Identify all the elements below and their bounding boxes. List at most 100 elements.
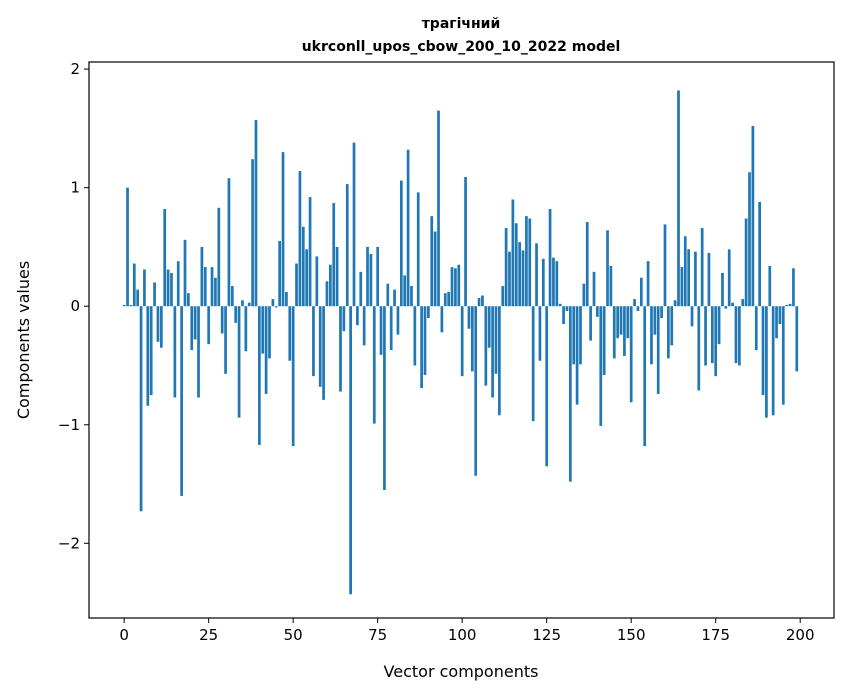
bar (697, 306, 701, 391)
bar (318, 306, 322, 387)
bar (349, 306, 352, 595)
bar (636, 306, 640, 311)
bar (285, 291, 288, 307)
bar (768, 265, 772, 307)
bar (163, 209, 167, 307)
bar (210, 267, 214, 307)
bar (420, 306, 423, 389)
bar (592, 271, 596, 307)
bar (511, 199, 515, 307)
y-tick-label: 2 (70, 60, 80, 78)
bar (721, 273, 724, 307)
bar (308, 197, 312, 307)
bar (724, 306, 728, 309)
bar (751, 126, 755, 307)
bar (508, 251, 511, 307)
bar (454, 268, 457, 307)
bar (775, 306, 778, 339)
bar (623, 306, 626, 357)
bar (707, 252, 711, 307)
bars (122, 90, 799, 595)
bar (643, 306, 647, 447)
bar (606, 230, 609, 307)
bar (494, 306, 498, 374)
bar (153, 282, 156, 307)
x-tick-label: 25 (199, 626, 218, 644)
bar (626, 306, 630, 339)
bar (176, 261, 180, 307)
bar (744, 218, 748, 307)
bar (535, 243, 538, 307)
bar (440, 306, 444, 333)
bar (748, 172, 751, 307)
bar (795, 306, 799, 372)
bar (433, 231, 437, 307)
bar (599, 306, 603, 426)
bar (731, 302, 734, 307)
bar (487, 306, 491, 348)
bar (727, 249, 731, 307)
bar (224, 306, 227, 374)
bar (761, 306, 765, 396)
bar (139, 306, 143, 512)
x-axis: 0 25 50 75 100 125 150 175 200 (119, 618, 815, 644)
bar (427, 306, 430, 319)
bar (362, 306, 366, 346)
y-tick-label: −1 (58, 416, 80, 434)
bar (423, 306, 427, 375)
bar (639, 277, 643, 307)
bar (477, 297, 481, 307)
bar (785, 305, 789, 307)
bar (754, 306, 758, 351)
bar (170, 273, 173, 307)
bar (312, 306, 315, 377)
bar (491, 306, 494, 398)
bar (778, 306, 782, 324)
bar (541, 258, 545, 307)
bar (552, 257, 555, 307)
bar (525, 216, 528, 307)
bar (680, 267, 684, 307)
bar (217, 207, 221, 307)
bar (413, 306, 417, 366)
bar (241, 300, 244, 307)
bar (481, 295, 484, 307)
bar (372, 306, 376, 424)
bar (315, 256, 319, 307)
bar (247, 302, 251, 307)
bar (230, 286, 234, 307)
bar (504, 227, 508, 307)
bar (335, 246, 339, 307)
bar (295, 263, 298, 307)
bar (447, 291, 451, 307)
bar (579, 306, 582, 365)
bar (345, 184, 349, 307)
bar (545, 306, 549, 467)
bar (227, 178, 231, 307)
bar (518, 242, 521, 307)
bar (589, 306, 592, 341)
bar (132, 263, 136, 307)
bar (298, 171, 302, 307)
bar (457, 264, 461, 307)
bar (633, 299, 636, 307)
bar (386, 283, 390, 307)
bar (366, 246, 369, 307)
bar (501, 286, 505, 307)
bar (416, 192, 420, 307)
bar (352, 142, 356, 307)
bar (410, 286, 413, 307)
bar (437, 110, 440, 307)
bar (565, 306, 569, 311)
bar (612, 306, 616, 359)
bar (180, 306, 183, 496)
bar (254, 120, 258, 307)
bar (694, 251, 697, 307)
bar (403, 275, 407, 307)
bar (677, 90, 680, 307)
bar (190, 306, 194, 351)
bar (268, 306, 271, 359)
bar (474, 306, 478, 476)
x-tick-label: 75 (368, 626, 387, 644)
